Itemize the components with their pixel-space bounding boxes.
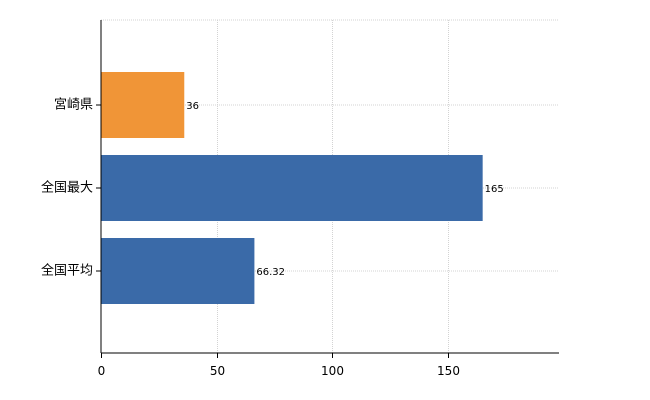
y-tick-label-0: 宮崎県 [54, 97, 93, 113]
bar-2 [101, 238, 255, 304]
y-tick-label-1: 全国最大 [41, 180, 93, 196]
x-tick-label-2: 100 [321, 364, 344, 378]
bar-0 [101, 72, 185, 138]
x-tick-label-3: 150 [437, 364, 460, 378]
x-tick-label-0: 0 [98, 364, 106, 378]
bar-1 [101, 155, 483, 221]
y-tick-label-2: 全国平均 [41, 263, 93, 279]
x-tick-label-1: 50 [210, 364, 225, 378]
data-label-2: 66.32 [256, 267, 285, 278]
data-label-1: 165 [485, 184, 504, 195]
axes-layer [100, 20, 559, 354]
bars-layer [101, 72, 483, 304]
labels-layer: 0 50 100 150 宮崎県 36 全国最大 165 全国平均 66.32 [41, 97, 504, 379]
data-label-0: 36 [186, 101, 199, 112]
ticks-layer [96, 104, 449, 358]
